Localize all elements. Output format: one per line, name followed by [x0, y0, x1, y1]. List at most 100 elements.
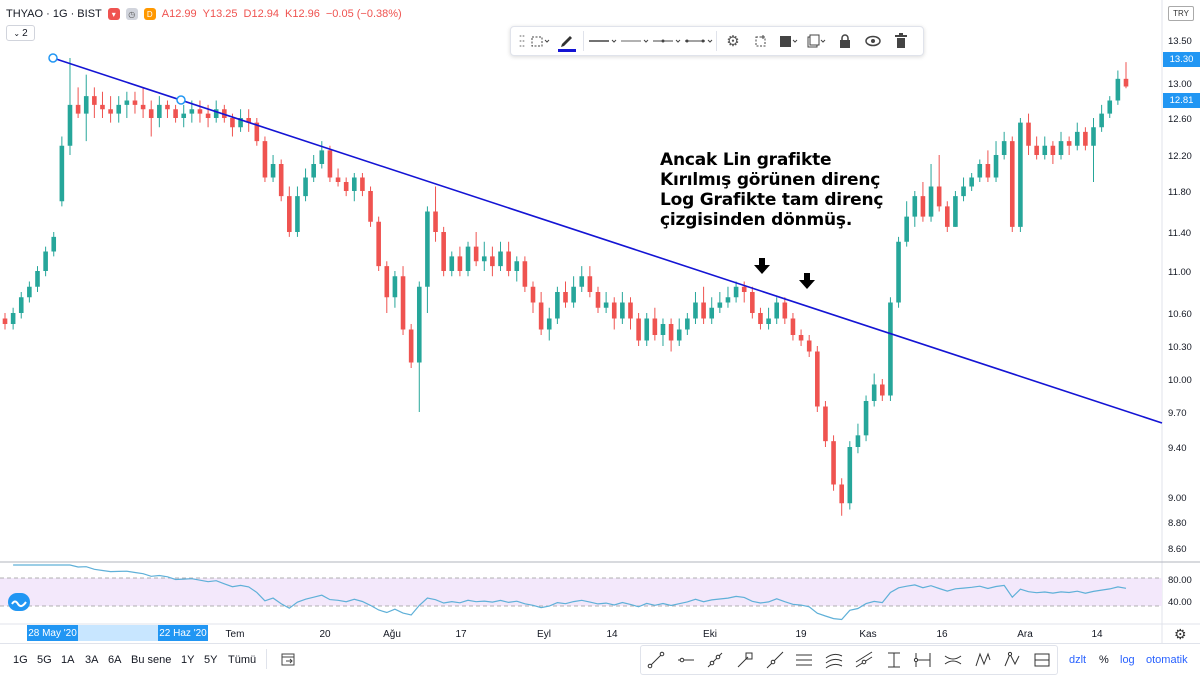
axis-settings-icon[interactable]: ⚙	[1174, 626, 1187, 642]
market-status-icon[interactable]: ▾	[107, 8, 120, 20]
date-range-icon[interactable]	[938, 646, 968, 674]
arrow-down-icon[interactable]	[799, 273, 815, 289]
pattern-icon[interactable]	[968, 646, 998, 674]
chart-annotation[interactable]: Ancak Lin grafikte Kırılmış görünen dire…	[660, 150, 883, 230]
eye-icon[interactable]	[859, 26, 887, 56]
range-all[interactable]: Tümü	[228, 654, 257, 666]
line-style-icon[interactable]	[618, 26, 650, 56]
visual-order-icon[interactable]	[775, 26, 803, 56]
rsi-pane[interactable]	[0, 564, 1162, 621]
range-3m[interactable]: 3A	[85, 654, 99, 666]
time-axis[interactable]: 15Tem20Ağu17Eyl14Eki19Kas16Ara14	[138, 629, 1103, 640]
candle	[750, 286, 755, 319]
candle-body	[741, 286, 747, 292]
range-1d[interactable]: 1G	[13, 654, 28, 666]
candle-body	[912, 196, 918, 217]
candle-body	[116, 104, 122, 114]
parallel-channel-icon[interactable]	[790, 646, 820, 674]
ohlc-low: D12.94	[243, 8, 279, 20]
symbol-title[interactable]: THYAO · 1G · BIST	[6, 8, 102, 20]
indicator-logo-icon[interactable]	[8, 593, 30, 611]
ray-icon[interactable]	[700, 646, 730, 674]
trendline-anchor-start[interactable]	[48, 53, 58, 63]
candle	[701, 286, 706, 324]
delay-icon[interactable]: ◷	[125, 8, 138, 20]
select-icon[interactable]	[527, 26, 553, 56]
range-6m[interactable]: 6A	[108, 654, 122, 666]
resistance-trendline[interactable]	[52, 57, 1163, 424]
settings-icon[interactable]: ⚙	[726, 33, 740, 50]
candle-body	[611, 302, 617, 319]
regression-icon[interactable]	[819, 646, 849, 674]
horizontal-line-icon[interactable]	[671, 646, 701, 674]
line-style-icon[interactable]	[650, 26, 682, 56]
time-axis-label: 20	[319, 629, 331, 640]
line-style-icon[interactable]	[682, 26, 714, 56]
data-badge-icon[interactable]: D	[143, 8, 156, 20]
time-axis-label: Ara	[1017, 629, 1033, 640]
candle	[920, 182, 926, 222]
candle-body	[644, 318, 650, 341]
xabcd-icon[interactable]	[998, 646, 1028, 674]
candle-body	[108, 109, 113, 114]
fib-icon[interactable]	[879, 646, 909, 674]
trend-line-icon[interactable]	[641, 646, 671, 674]
candle-body	[790, 318, 796, 335]
trendline-layer[interactable]	[48, 53, 1163, 424]
candle	[831, 435, 836, 491]
candle	[628, 297, 633, 330]
go-to-date-icon[interactable]	[280, 651, 296, 672]
trash-icon[interactable]	[887, 26, 915, 56]
candle-body	[51, 236, 57, 252]
chevron-down-icon: ⌄	[13, 28, 21, 38]
candle-body	[969, 177, 974, 187]
price-range-icon[interactable]	[908, 646, 938, 674]
range-1y[interactable]: 1Y	[181, 654, 195, 666]
candle-body	[270, 164, 276, 178]
copy-icon[interactable]	[803, 26, 831, 56]
trendline-anchor-end[interactable]	[176, 95, 186, 105]
candle-body	[1034, 145, 1039, 155]
clone-icon[interactable]	[747, 26, 775, 56]
candle-body	[823, 406, 828, 442]
arrow-down-icon[interactable]	[754, 258, 770, 274]
candle-body	[587, 276, 593, 292]
auto-toggle[interactable]: otomatik	[1146, 654, 1188, 666]
candle	[587, 266, 593, 298]
candle-body	[603, 302, 609, 308]
price-axis[interactable]: 13.50 13.00 12.60 12.20 11.80 11.40 11.00 10.60…	[1168, 36, 1192, 608]
forecast-icon[interactable]	[1027, 646, 1057, 674]
range-5y[interactable]: 5Y	[204, 654, 218, 666]
candle	[993, 141, 999, 182]
range-1m[interactable]: 1A	[61, 654, 75, 666]
range-ytd[interactable]: Bu sene	[131, 654, 172, 666]
pitchfork-icon[interactable]	[849, 646, 879, 674]
candle	[717, 292, 723, 313]
candle-body	[181, 113, 187, 118]
candle-body	[985, 164, 991, 178]
pencil-icon[interactable]	[553, 26, 581, 56]
currency-label[interactable]: TRY	[1168, 6, 1194, 21]
candle	[384, 261, 390, 313]
extended-line-icon[interactable]	[760, 646, 790, 674]
candle-body	[506, 251, 511, 271]
candle	[449, 251, 455, 277]
percent-toggle[interactable]: %	[1099, 654, 1109, 666]
candle	[108, 96, 113, 123]
line-style-icon[interactable]	[586, 26, 618, 56]
candle-body	[522, 261, 528, 287]
log-toggle[interactable]: log	[1120, 654, 1135, 666]
candle	[59, 136, 65, 207]
range-5d[interactable]: 5G	[37, 654, 52, 666]
drag-handle-icon[interactable]	[517, 26, 527, 56]
arrow-icon[interactable]	[730, 646, 760, 674]
candle	[197, 100, 203, 123]
lock-icon[interactable]	[831, 26, 859, 56]
indicators-collapse-button[interactable]: ⌄ 2	[6, 25, 35, 41]
candle	[148, 100, 154, 137]
adjust-toggle[interactable]: dzlt	[1069, 654, 1087, 666]
candle-body	[668, 324, 674, 341]
candle	[100, 91, 105, 118]
candle	[1091, 118, 1096, 182]
